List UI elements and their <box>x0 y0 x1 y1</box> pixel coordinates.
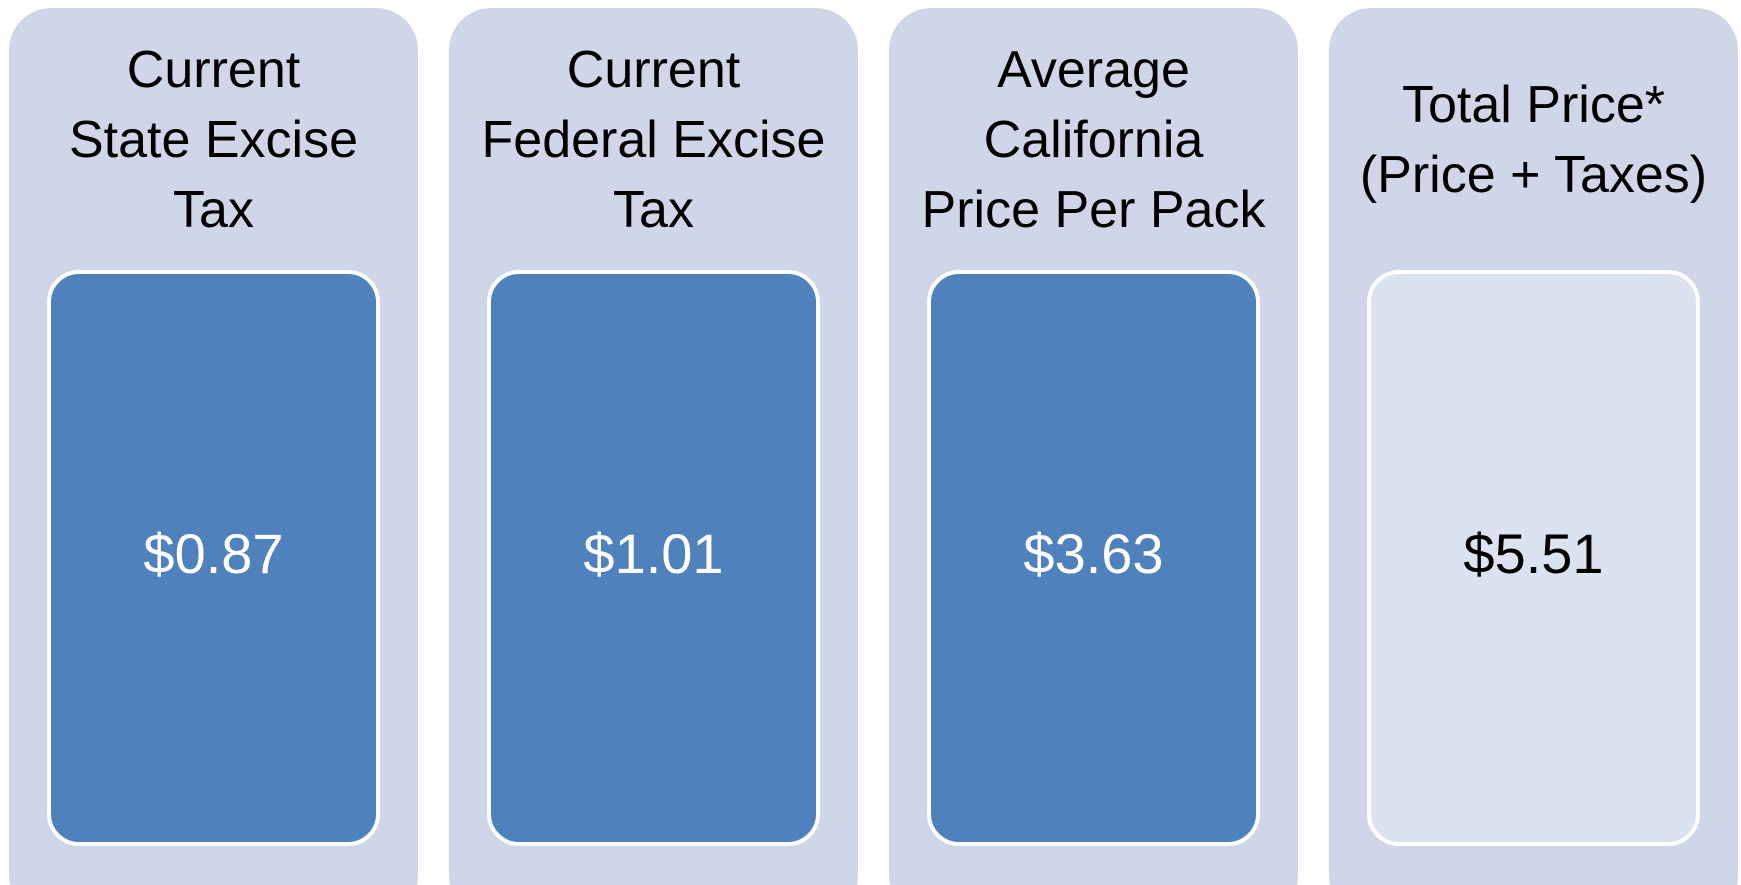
panel-title-line: Current <box>567 41 741 99</box>
panel-title-line: (Price + Taxes) <box>1360 146 1707 204</box>
panel-title-line: State Excise <box>69 111 358 169</box>
value-label: $3.63 <box>1023 522 1163 585</box>
panel-title-line: Average <box>997 41 1190 99</box>
panel-title-line: Total Price* <box>1402 76 1665 134</box>
panel-title-line: Tax <box>173 181 254 239</box>
panel-title-line: California <box>984 111 1204 169</box>
value-box <box>927 270 1260 846</box>
value-label: $0.87 <box>143 522 283 585</box>
value-label: $5.51 <box>1463 522 1603 585</box>
panel-title-line: Tax <box>613 181 694 239</box>
value-label: $1.01 <box>583 522 723 585</box>
panel-title-line: Current <box>127 41 301 99</box>
value-box <box>47 270 380 846</box>
panel-title-line: Price Per Pack <box>922 181 1267 239</box>
value-box <box>487 270 820 846</box>
panel-title-line: Federal Excise <box>482 111 826 169</box>
value-box <box>1367 270 1700 846</box>
